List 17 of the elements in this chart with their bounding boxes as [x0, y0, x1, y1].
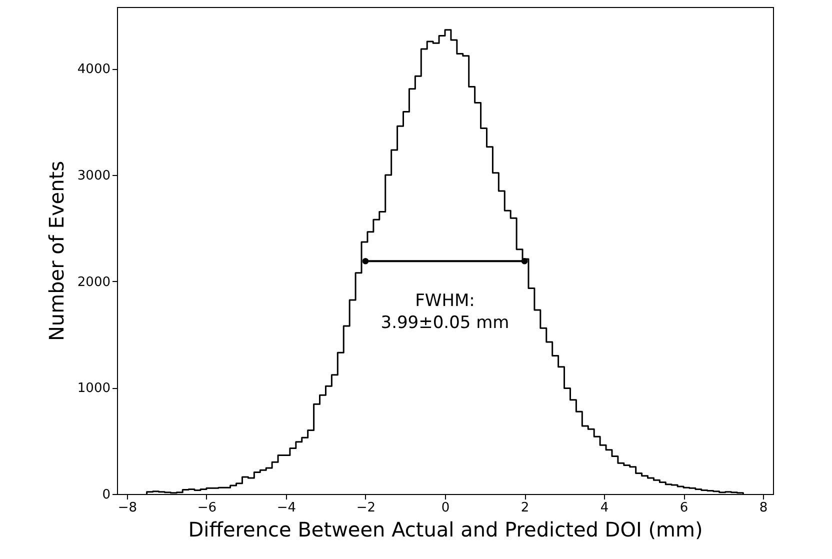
y-tick-label: 1000: [77, 381, 110, 396]
x-tick-label: 2: [520, 500, 530, 516]
y-tick-label: 3000: [77, 168, 110, 184]
x-tick-label: −6: [197, 500, 217, 516]
x-tick-label: 4: [600, 500, 609, 516]
y-tick-label: 4000: [77, 62, 110, 78]
x-axis-title: Difference Between Actual and Predicted DOI (mm): [188, 518, 703, 542]
x-tick-label: 6: [680, 500, 688, 516]
x-tick-label: −8: [118, 500, 138, 516]
y-tick-label: 2000: [77, 274, 110, 290]
annotation: FWHM: 3.99±0.05 mm: [380, 291, 510, 334]
x-tick-label: −4: [276, 500, 296, 516]
x-tick-label: −2: [356, 500, 376, 516]
y-tick-label: 0: [102, 488, 110, 502]
y-axis-title: Number of Events: [44, 160, 68, 342]
x-tick-label: 8: [759, 500, 768, 516]
x-tick-label: 0: [441, 500, 450, 516]
